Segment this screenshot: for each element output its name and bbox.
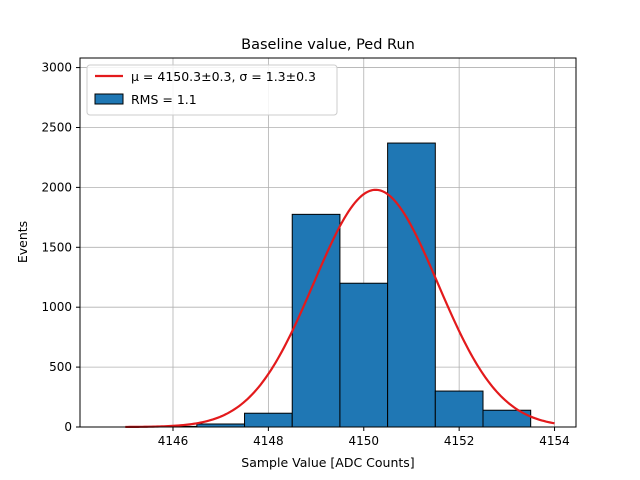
y-tick-label: 3000 (41, 61, 72, 75)
x-axis-ticks: 4146 4148 4150 4152 4154 (158, 427, 570, 448)
legend-histogram-swatch (94, 93, 124, 105)
x-tick-label: 4148 (253, 434, 284, 448)
legend-box (86, 64, 338, 116)
y-tick-label: 1500 (41, 240, 72, 254)
histogram-bar (434, 390, 484, 428)
y-tick-label: 2000 (41, 180, 72, 194)
histogram-bar (244, 412, 293, 428)
histogram-bar (387, 142, 436, 428)
histogram-bar (291, 213, 341, 428)
x-axis-label: Sample Value [ADC Counts] (241, 455, 414, 470)
y-axis-label: Events (15, 221, 30, 263)
gaussian-fit-curve (125, 188, 555, 429)
x-tick-label: 4146 (158, 434, 189, 448)
legend: μ = 4150.3±0.3, σ = 1.3±0.3 RMS = 1.1 (86, 64, 338, 116)
x-tick-label: 4150 (348, 434, 379, 448)
grid (80, 58, 576, 428)
histogram-bar (339, 282, 389, 428)
y-axis-ticks: 0 500 1000 1500 2000 2500 3000 (41, 61, 80, 434)
y-tick-label: 1000 (41, 300, 72, 314)
y-tick-label: 500 (49, 360, 72, 374)
x-tick-label: 4152 (444, 434, 475, 448)
x-tick-label: 4154 (539, 434, 570, 448)
y-tick-label: 0 (64, 420, 72, 434)
plot-frame (79, 57, 577, 428)
y-tick-label: 2500 (41, 120, 72, 134)
histogram-bars (148, 142, 532, 428)
legend-histogram-label: RMS = 1.1 (131, 92, 197, 107)
legend-fit-label: μ = 4150.3±0.3, σ = 1.3±0.3 (131, 69, 316, 84)
chart-title: Baseline value, Ped Run (241, 37, 415, 53)
